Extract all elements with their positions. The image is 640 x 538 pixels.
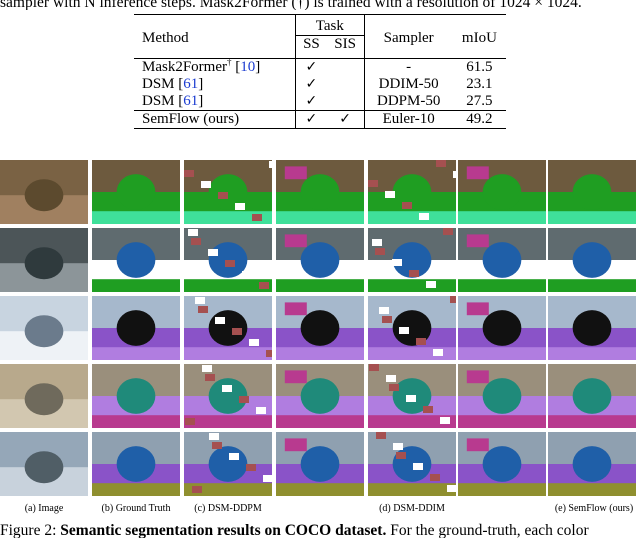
- segmentation-mask: [368, 228, 456, 292]
- row-miou: 49.2: [452, 110, 506, 129]
- ground-truth-mask: [92, 296, 180, 360]
- segmentation-mask: [276, 228, 364, 292]
- segmentation-mask: [184, 296, 272, 360]
- row-sis: [326, 76, 365, 93]
- column-label: (e) SemFlow (ours): [554, 503, 634, 514]
- segmentation-mask: [548, 160, 636, 224]
- segmentation-mask: [548, 296, 636, 360]
- caption-bold: Semantic segmentation results on COCO da…: [60, 522, 387, 538]
- segmentation-mask: [184, 432, 272, 496]
- row-method: SemFlow (ours): [134, 110, 297, 129]
- segmentation-mask: [458, 296, 546, 360]
- header-sis: SIS: [326, 35, 365, 59]
- row-sampler: -: [364, 58, 453, 76]
- segmentation-mask: [184, 364, 272, 428]
- row-ss: ✓: [305, 93, 318, 109]
- top-caption: sampler with N inference steps. Mask2For…: [0, 0, 582, 10]
- row-sampler: DDIM-50: [378, 76, 439, 92]
- row-miou: 23.1: [466, 76, 493, 92]
- segmentation-mask: [458, 364, 546, 428]
- ground-truth-mask: [92, 432, 180, 496]
- row-sampler: DDPM-50: [376, 93, 441, 109]
- table-row: DSM [61] ✓ DDIM-50 23.1: [134, 76, 506, 93]
- ground-truth-mask: [92, 160, 180, 224]
- row-ss: ✓: [295, 58, 327, 76]
- row-ss: ✓: [295, 110, 327, 129]
- segmentation-mask: [368, 160, 456, 224]
- citation-link[interactable]: 61: [183, 93, 199, 109]
- row-sis: [326, 93, 365, 111]
- segmentation-mask: [184, 160, 272, 224]
- citation-link[interactable]: 10: [240, 59, 256, 75]
- table-row: DSM [61] ✓ DDPM-50 27.5: [134, 93, 506, 111]
- segmentation-mask: [368, 432, 456, 496]
- table-row: Mask2Former† [10] ✓ - 61.5: [134, 58, 506, 76]
- input-photo: [0, 228, 88, 292]
- ground-truth-mask: [92, 228, 180, 292]
- table-row: SemFlow (ours) ✓ ✓ Euler-10 49.2: [134, 110, 506, 129]
- row-sampler: Euler-10: [364, 110, 453, 129]
- row-sis: ✓: [326, 110, 365, 129]
- column-label: (c) DSM-DDPM: [194, 503, 262, 514]
- row-miou: 27.5: [466, 93, 493, 109]
- segmentation-mask: [276, 160, 364, 224]
- citation-link[interactable]: 61: [183, 76, 199, 92]
- segmentation-mask: [368, 296, 456, 360]
- row-miou: 61.5: [452, 58, 506, 76]
- input-photo: [0, 296, 88, 360]
- segmentation-mask: [548, 432, 636, 496]
- segmentation-mask: [276, 296, 364, 360]
- header-method: Method: [134, 14, 297, 59]
- figure-caption: Figure 2: Semantic segmentation results …: [0, 522, 589, 538]
- input-photo: [0, 364, 88, 428]
- row-method: DSM [61]: [134, 76, 297, 93]
- column-label: (a) Image: [24, 503, 64, 514]
- row-ss: ✓: [305, 76, 318, 92]
- row-method: DSM [61]: [134, 93, 297, 111]
- segmentation-mask: [458, 432, 546, 496]
- segmentation-mask: [548, 364, 636, 428]
- segmentation-mask: [548, 228, 636, 292]
- header-sampler: Sampler: [364, 14, 453, 59]
- segmentation-mask: [276, 432, 364, 496]
- results-table: Method Task Sampler mIoU SS SIS Mask2For…: [134, 14, 506, 129]
- header-miou: mIoU: [452, 14, 506, 59]
- header-ss: SS: [295, 35, 327, 59]
- segmentation-mask: [368, 364, 456, 428]
- segmentation-mask: [458, 228, 546, 292]
- row-method: Mask2Former† [10]: [134, 58, 297, 76]
- input-photo: [0, 160, 88, 224]
- input-photo: [0, 432, 88, 496]
- row-sis: [326, 58, 365, 76]
- segmentation-mask: [184, 228, 272, 292]
- segmentation-mask: [458, 160, 546, 224]
- ground-truth-mask: [92, 364, 180, 428]
- segmentation-mask: [276, 364, 364, 428]
- header-task: Task: [295, 14, 365, 36]
- column-label: (d) DSM-DDIM: [379, 503, 445, 514]
- column-label: (b) Ground Truth: [101, 503, 171, 514]
